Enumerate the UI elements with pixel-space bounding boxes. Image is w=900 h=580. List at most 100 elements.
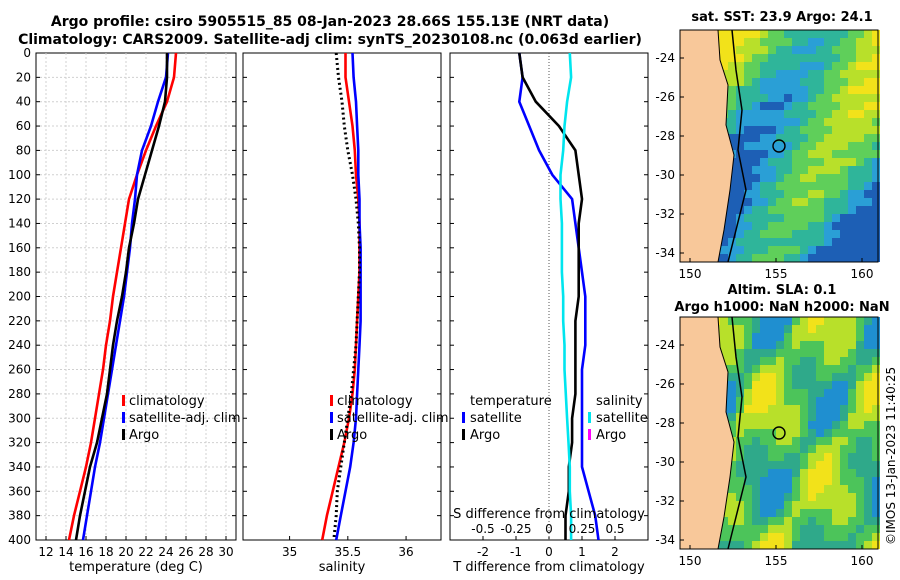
map-cell [808,254,816,262]
map-cell [824,230,832,238]
map-cell [816,333,824,341]
map-cell [760,413,768,421]
legend-label: satellite-adj. clim [129,411,241,426]
map-cell [792,501,800,509]
map-cell [752,62,760,70]
series-line-climatology [67,52,178,541]
map-cell [768,70,776,78]
map-cell [760,445,768,453]
map-cell [776,118,784,126]
series-line-salinity-satellite [559,52,573,540]
map-cell [752,86,760,94]
map-cell [840,182,848,190]
map-cell [760,30,768,38]
map-cell [736,62,744,70]
map-x-tick-label: 155 [765,267,788,281]
map-cell [768,214,776,222]
map-cell [872,62,880,70]
map-cell [792,70,800,78]
map-cell [800,501,808,509]
map-cell [736,525,744,533]
legend-title-salinity: salinity [596,394,643,409]
y-tick-label: 140 [8,216,31,230]
map-cell [864,150,872,158]
map-cell [872,429,880,437]
map-cell [792,214,800,222]
map-cell [824,365,832,373]
map-cell [816,78,824,86]
map-cell [816,445,824,453]
map-cell [808,198,816,206]
map-cell [792,421,800,429]
map-cell [856,453,864,461]
map-cell [824,142,832,150]
map-cell [816,30,824,38]
map-cell [768,461,776,469]
map-cell [736,357,744,365]
map-cell [768,246,776,254]
map-cell [832,222,840,230]
map-cell [824,373,832,381]
map-cell [768,429,776,437]
map-cell [808,413,816,421]
map-cell [744,86,752,94]
map-cell [728,525,736,533]
map-cell [744,509,752,517]
map-cell [840,469,848,477]
map-cell [848,222,856,230]
map-cell [816,493,824,501]
map-cell [728,333,736,341]
map-cell [776,501,784,509]
map-cell [848,365,856,373]
map-cell [800,365,808,373]
map-cell [744,78,752,86]
map-cell [808,222,816,230]
map-cell [792,174,800,182]
map-cell [784,222,792,230]
map-cell [864,373,872,381]
map-cell [848,46,856,54]
map-cell [728,118,736,126]
map-cell [752,110,760,118]
map-cell [864,238,872,246]
map-cell [840,429,848,437]
map-cell [808,38,816,46]
map-cell [808,142,816,150]
map-cell [808,437,816,445]
map-cell [800,429,808,437]
map-cell [776,182,784,190]
map-cell [784,389,792,397]
map-cell [736,541,744,549]
map-cell [792,357,800,365]
map-cell [768,365,776,373]
map-cell [824,102,832,110]
map-cell [840,357,848,365]
map-cell [848,421,856,429]
map-cell [744,102,752,110]
map-cell [744,214,752,222]
map-cell [800,38,808,46]
map-cell [776,453,784,461]
map-cell [784,246,792,254]
map-cell [856,341,864,349]
map-cell [760,373,768,381]
map-cell [832,190,840,198]
legend-label: satellite [470,411,522,426]
map-cell [816,38,824,46]
map-cell [864,317,872,325]
map-cell [736,493,744,501]
map-cell [736,509,744,517]
map-cell [800,54,808,62]
map-cell [800,405,808,413]
map-cell [728,222,736,230]
map-cell [720,325,728,333]
map-cell [864,198,872,206]
map-cell [752,30,760,38]
map-cell [856,493,864,501]
map-cell [760,142,768,150]
map-cell [824,397,832,405]
map-cell [816,174,824,182]
map-cell [824,341,832,349]
map-cell [872,246,880,254]
map-cell [736,461,744,469]
